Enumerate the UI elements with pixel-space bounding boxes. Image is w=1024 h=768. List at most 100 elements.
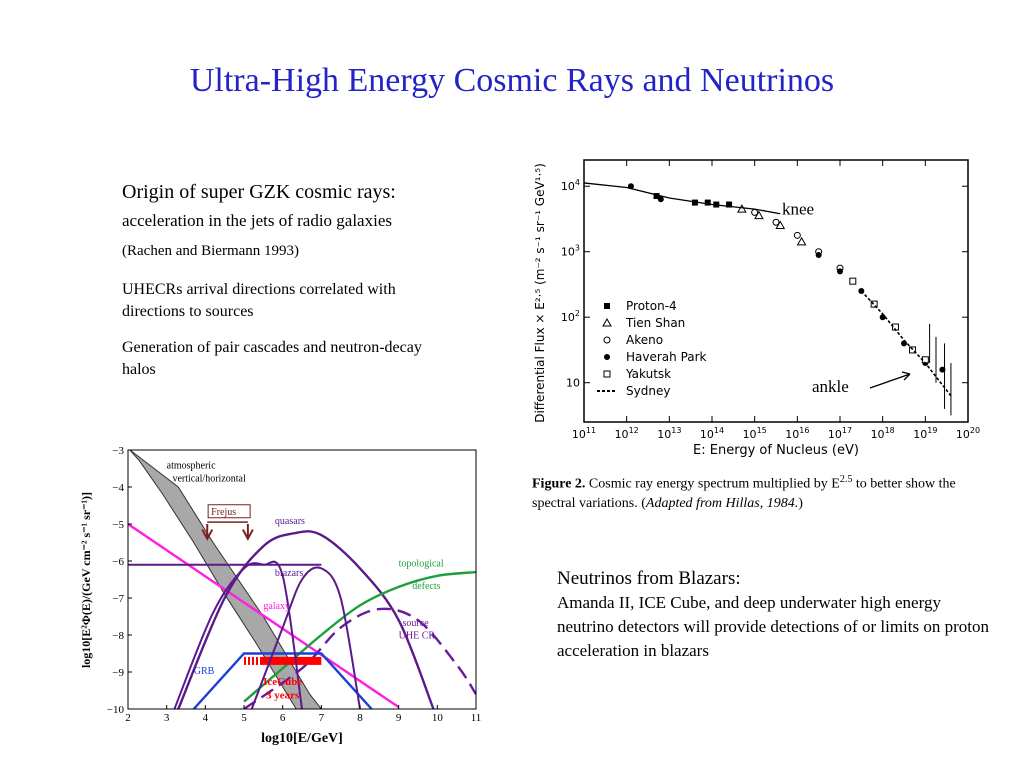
y-tick-label: −5 [112,519,124,531]
figure-caption: Figure 2. Cosmic ray energy spectrum mul… [532,470,982,513]
series-topological-defects [243,570,476,703]
point-tien-shan [737,204,747,213]
x-tick-label: 4 [203,712,209,724]
y-tick-label: 103 [561,244,580,259]
y-tick-label: −9 [112,667,124,679]
icecube-hatch [250,656,252,665]
cascades-paragraph: Generation of pair cascades and neutron-… [122,339,422,378]
right-text-block: Neutrinos from Blazars: Amanda II, ICE C… [557,566,997,663]
x-tick-label: 9 [396,712,402,724]
point-haverah-park [837,268,843,275]
x-tick-label: 5 [241,712,247,724]
point-tien-shan [754,210,764,220]
curve-label-topo: topological [399,559,444,570]
point-akeno [772,218,780,226]
y-tick-label: −10 [107,704,125,716]
caption-exp: 2.5 [839,474,853,485]
atmospheric-band [129,450,322,709]
point-tien-shan [602,317,612,327]
point-tien-shan [796,236,807,246]
y-tick-label: −4 [112,482,124,494]
y-tick-label: 10 [566,377,580,390]
blazars-body: Amanda II, ICE Cube, and deep underwater… [557,593,989,660]
series-galaxy [128,523,400,709]
frejus-limit-arrow [201,524,214,541]
frejus-box [207,504,251,519]
x-tick-label: 1018 [871,426,895,441]
legend-label: Haverah Park [626,350,707,364]
y-tick-label: −7 [112,593,124,605]
x-tick-label: 1012 [615,426,639,441]
x-tick-label: 1013 [657,426,681,441]
y-axis-label: Differential Flux × E²·⁵ (m⁻² s⁻¹ sr⁻¹ G… [533,163,547,423]
series-icecube [244,656,322,665]
blazars-heading: Neutrinos from Blazars: [557,568,741,589]
curve-label-frejus: Frejus [211,507,236,518]
gzk-lead: Origin of super GZK cosmic rays: [122,181,396,203]
curve-label-quasars: quasars [275,516,305,527]
point-proton-4 [704,199,711,206]
ankle-arrow [869,371,911,389]
series-sydney [860,290,952,397]
point-proton-4 [653,193,660,200]
x-tick-label: 1015 [743,426,767,441]
x-tick-label: 1014 [700,426,724,441]
gzk-mechanism: acceleration in the jets of radio galaxi… [122,211,392,230]
x-tick-label: 2 [125,712,131,724]
caption-label: Figure 2. [532,476,586,492]
curve-label-icecube: IceCube [263,676,302,688]
curve-label-icecube2: 3 years [266,690,300,702]
legend-label: Akeno [626,333,663,347]
y-axis-label: log10[E²Φ(E)/(GeV cm⁻² s⁻¹ sr⁻¹)] [79,492,93,668]
icecube-hatch [258,656,260,665]
series-source-uhe-cr [243,607,476,709]
y-tick-label: −8 [112,630,124,642]
legend: Proton-4 Tien Shan Akeno Haverah Park Yakuts… [597,299,707,398]
x-axis-label: E: Energy of Nucleus (eV) [693,443,859,458]
legend-label: Proton-4 [626,299,677,313]
icecube-hatch [254,656,256,665]
series-blazars-bump-2 [250,566,361,709]
x-tick-label: 10 [432,712,444,724]
curve-label-grb: GRB [194,666,215,677]
point-haverah-park [939,366,946,373]
legend-label: Tien Shan [625,316,685,330]
x-tick-label: 7 [319,712,325,724]
icecube-hatch [242,656,244,665]
cosmic-ray-spectrum-chart: 1011 1012 1013 1014 1015 1016 1017 1018 1019 1020… [533,159,980,458]
point-akeno [603,336,611,344]
trend-line [583,182,781,215]
point-proton-4 [726,201,733,208]
point-yakutsk [603,370,611,378]
series-grb [192,652,373,709]
caption-cite: Adapted from Hillas, 1984. [645,495,799,511]
x-tick-label: 6 [280,712,286,724]
curve-label-atmo2: vertical/horizontal [172,473,246,484]
caption-text2: to better show the spectral variations. … [532,476,956,511]
point-haverah-park [879,314,886,321]
point-proton-4 [604,303,610,309]
neutrino-flux-chart: 2 3 4 5 6 7 8 9 10 11 −3 −4 −5 −6 −7 −8 −9 −10 atmospheri… [79,445,481,746]
x-tick-label: 8 [357,712,363,724]
point-haverah-park [604,354,610,360]
x-tick-label: 1016 [785,426,809,441]
point-akeno [793,231,801,239]
annotation-ankle: ankle [812,377,849,396]
y-tick-label: 102 [561,309,580,324]
point-akeno [751,208,759,216]
plot-frame [583,159,969,423]
left-text-block: Origin of super GZK cosmic rays: acceler… [122,178,442,395]
frejus-limit-arrow [241,524,254,541]
arrival-directions-paragraph: UHECRs arrival directions correlated wit… [122,281,396,320]
x-tick-label: 1017 [828,426,852,441]
x-tick-label: 1020 [956,426,980,441]
curve-label-topo2: defects [412,581,440,592]
x-tick-label: 3 [164,712,170,724]
x-tick-label: 1019 [913,426,937,441]
point-yakutsk [870,300,878,308]
slide-title: Ultra-High Energy Cosmic Rays and Neutri… [189,62,835,99]
series-quasars [177,530,435,709]
point-tien-shan [775,220,786,229]
caption-text: Cosmic ray energy spectrum multiplied by… [588,476,840,492]
point-haverah-park [657,196,664,203]
